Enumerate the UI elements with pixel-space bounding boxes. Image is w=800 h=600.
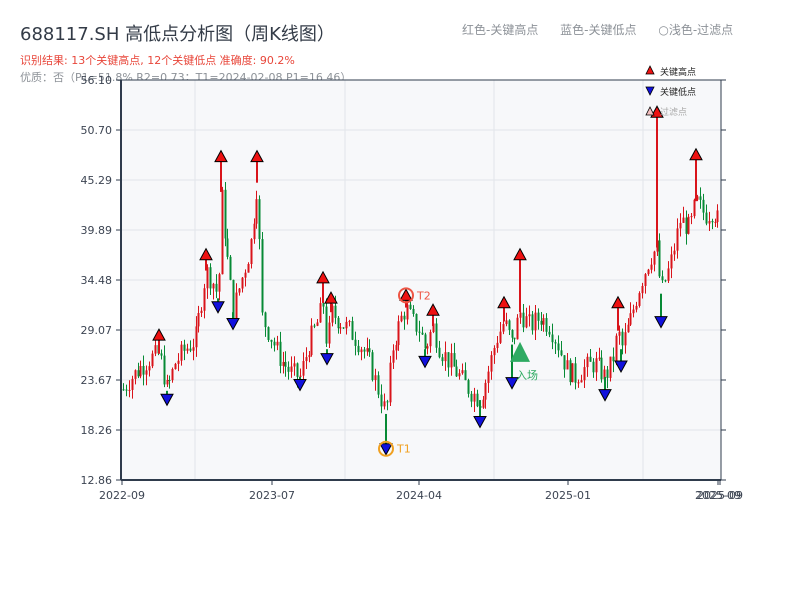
entry-marker — [510, 341, 530, 362]
t2-circle — [398, 287, 414, 304]
key-high-marker — [426, 303, 440, 316]
candles — [122, 181, 719, 414]
legend-key-high: 关键高点 — [660, 66, 696, 78]
legend-red-high: 红色-关键高点 — [462, 23, 539, 37]
t1-label: T1 — [396, 443, 411, 456]
x-tick-label: 2025-09 — [695, 489, 741, 502]
axes: 12.86 18.26 23.67 29.07 34.48 39.89 45.29 50.70… — [81, 74, 743, 502]
y-tick-label: 39.89 — [81, 224, 113, 237]
color-legend: 红色-关键高点 蓝色-关键低点 ○浅色-过滤点 — [462, 21, 733, 38]
x-tick-label: 2025-09 — [697, 489, 743, 502]
y-tick-label: 18.26 — [81, 424, 113, 437]
x-tick-label: 2024-04 — [396, 489, 442, 502]
x-tick-label: 2023-07 — [249, 489, 295, 502]
key-low-marker — [379, 443, 393, 456]
key-high-marker — [611, 295, 625, 309]
key-high-marker — [250, 149, 264, 163]
key-low-marker — [598, 389, 612, 402]
key-high-marker — [214, 149, 228, 163]
key-high-marker — [316, 270, 330, 284]
key-low-marker — [418, 355, 432, 369]
x-tick-label: 2022-09 — [99, 489, 145, 502]
y-tick-label: 45.29 — [81, 174, 113, 187]
y-tick-label: 50.70 — [81, 124, 113, 137]
x-tick-label: 2025-01 — [545, 489, 591, 502]
key-high-marker — [399, 288, 413, 301]
legend-key-low: 关键低点 — [660, 86, 696, 98]
key-low-marker — [614, 360, 628, 374]
recognition-result: 识别结果: 13个关键高点, 12个关键低点 准确度: 90.2% — [20, 54, 295, 67]
key-low-marker — [160, 393, 174, 407]
key-high-marker — [513, 247, 527, 261]
y-tick-label: 56.10 — [81, 74, 113, 87]
key-high-marker — [324, 291, 338, 304]
key-low-marker — [320, 353, 334, 366]
key-high-marker — [199, 247, 213, 261]
y-tick-label: 29.07 — [81, 324, 113, 337]
key-high-marker — [497, 295, 511, 309]
t1-circle — [378, 440, 394, 457]
key-low-marker — [293, 378, 307, 392]
legend-light-filtered: ○浅色-过滤点 — [658, 23, 734, 37]
key-low-marker — [654, 316, 668, 329]
y-tick-label: 34.48 — [81, 274, 113, 287]
legend-blue-low: 蓝色-关键低点 — [560, 23, 637, 37]
key-high-marker — [689, 147, 703, 161]
key-high-marker — [152, 328, 166, 341]
entry-label: 入场 — [516, 368, 538, 382]
key-low-marker — [211, 301, 225, 314]
key-low-marker — [473, 416, 487, 429]
y-tick-label: 23.67 — [81, 374, 113, 387]
key-low-marker — [226, 317, 240, 331]
t2-label: T2 — [416, 289, 431, 302]
legend-filtered: 过滤点 — [660, 106, 687, 118]
chart-title: 688117.SH 高低点分析图（周K线图） — [20, 24, 335, 45]
key-low-marker — [505, 377, 519, 390]
markers: T1 T2 入场 — [152, 105, 703, 457]
y-tick-label: 12.86 — [81, 474, 113, 487]
